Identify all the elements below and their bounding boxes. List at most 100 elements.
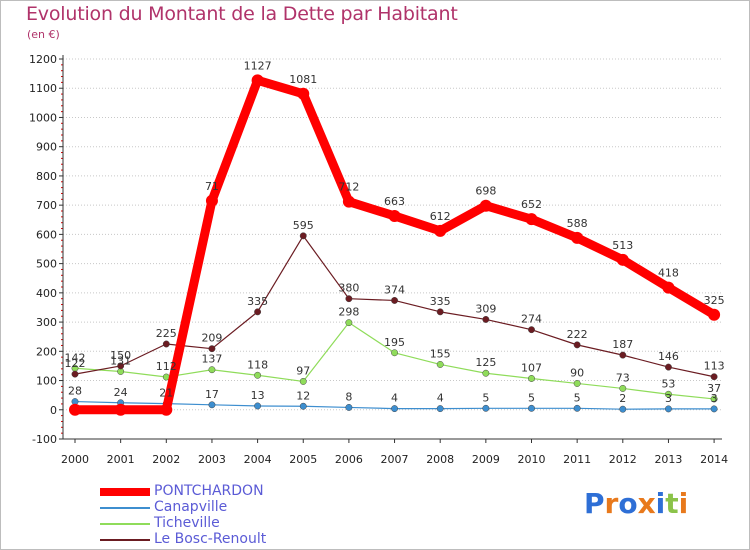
data-point	[208, 401, 216, 409]
data-label: 5	[574, 391, 581, 404]
data-point	[299, 377, 307, 385]
data-point	[619, 351, 627, 359]
x-tick-label: 2012	[609, 453, 637, 466]
data-label: 1081	[289, 73, 317, 86]
x-tick-label: 2002	[152, 453, 180, 466]
data-point	[299, 402, 307, 410]
data-point	[436, 405, 444, 413]
data-label: 131	[110, 354, 131, 367]
legend-label-le-bosc-renoult: Le Bosc-Renoult	[154, 531, 267, 547]
data-point	[528, 326, 535, 334]
data-point	[573, 341, 581, 349]
x-tick-label: 2014	[700, 453, 728, 466]
data-point	[662, 281, 675, 294]
y-tick-label: 1100	[29, 82, 57, 95]
x-tick-label: 2013	[654, 453, 682, 466]
data-point	[436, 361, 444, 368]
x-tick-label: 2009	[472, 453, 500, 466]
y-tick-label: 300	[36, 316, 57, 329]
series-lines	[69, 74, 721, 416]
data-point	[160, 403, 173, 416]
data-label: 137	[201, 353, 222, 366]
data-label: 112	[156, 360, 177, 373]
data-point	[114, 403, 127, 416]
data-label: 3	[665, 392, 672, 405]
data-point	[525, 213, 538, 226]
data-point	[665, 405, 672, 413]
x-tick-label: 2011	[563, 453, 591, 466]
data-point	[299, 232, 307, 240]
data-point	[710, 395, 718, 403]
data-point	[254, 308, 262, 316]
data-point	[710, 373, 718, 381]
data-point	[391, 405, 398, 413]
data-label: 28	[68, 385, 82, 398]
x-tick-label: 2000	[61, 453, 89, 466]
data-label: 652	[521, 198, 542, 211]
data-label: 3	[711, 392, 718, 405]
data-point	[345, 319, 353, 327]
logo-letter: o	[618, 487, 638, 520]
data-point	[573, 380, 581, 387]
data-point	[117, 362, 125, 370]
data-label: 335	[430, 295, 451, 308]
data-point	[482, 369, 490, 377]
data-point	[69, 403, 81, 416]
data-point	[391, 349, 398, 357]
data-point	[710, 405, 718, 413]
data-label: 418	[658, 267, 679, 280]
data-label: 13	[251, 389, 265, 402]
data-label: 325	[704, 294, 725, 307]
data-label: 588	[567, 217, 588, 230]
chart-title: Evolution du Montant de la Dette par Hab…	[26, 3, 458, 25]
proxiti-logo: Proxiti	[584, 487, 688, 520]
legend: PONTCHARDON Canapville Ticheville Le Bos…	[100, 483, 400, 548]
data-label: 595	[293, 219, 314, 232]
data-point	[297, 87, 310, 100]
logo-letter: x	[637, 487, 656, 520]
data-label: 195	[384, 336, 405, 349]
data-point	[708, 308, 721, 321]
data-point	[205, 194, 218, 207]
data-label: 4	[437, 392, 444, 405]
legend-item-canapville: Canapville	[100, 499, 400, 516]
data-point	[162, 340, 170, 348]
data-point	[528, 404, 535, 412]
data-label: 21	[159, 387, 173, 400]
data-label: 125	[475, 356, 496, 369]
data-point	[434, 224, 447, 237]
data-label: 107	[521, 361, 542, 374]
data-label: 698	[475, 185, 496, 198]
legend-swatch-ticheville	[100, 523, 150, 525]
legend-label-pontchardon: PONTCHARDON	[154, 483, 264, 499]
data-label: 71	[205, 180, 219, 193]
data-point	[573, 404, 581, 412]
data-point	[391, 296, 398, 304]
y-tick-label: 900	[36, 141, 57, 154]
data-label: 222	[567, 328, 588, 341]
data-label: 2	[619, 392, 626, 405]
data-label: 73	[616, 371, 630, 384]
y-tick-label: 1000	[29, 111, 57, 124]
data-point	[436, 308, 444, 316]
axes: -100 0 100 200 300 400 500 600 700 800 900 1000 1100…	[29, 53, 728, 466]
data-label: 663	[384, 195, 405, 208]
legend-item-pontchardon: PONTCHARDON	[100, 483, 400, 500]
data-point	[208, 366, 216, 374]
data-label: 90	[570, 366, 584, 379]
data-label: 309	[475, 302, 496, 315]
y-tick-label: -100	[32, 433, 57, 446]
y-tick-label: 200	[36, 345, 57, 358]
data-label: 146	[658, 350, 679, 363]
data-label: 5	[528, 391, 535, 404]
data-label: 4	[391, 392, 398, 405]
data-label: 274	[521, 313, 542, 326]
data-point	[251, 74, 264, 87]
logo-letter: i	[678, 487, 689, 520]
data-label: 712	[338, 181, 359, 194]
data-point	[345, 403, 353, 411]
data-label: 612	[430, 210, 451, 223]
data-point	[619, 384, 627, 392]
logo-letter: r	[604, 487, 619, 520]
y-tick-label: 0	[50, 404, 57, 417]
